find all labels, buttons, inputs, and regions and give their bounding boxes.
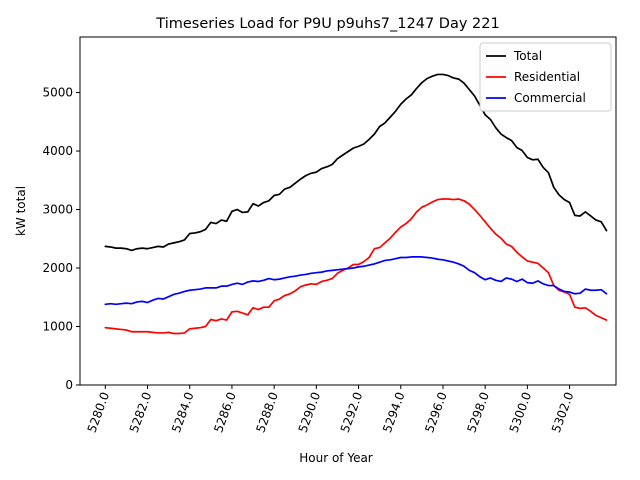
- x-tick-label: 5280.0: [85, 390, 113, 434]
- legend: Total Residential Commercial: [479, 42, 612, 112]
- y-axis-label: kW total: [14, 186, 28, 236]
- y-axis: 0 1000 2000 3000 4000 5000: [42, 86, 80, 392]
- x-tick-label: 5298.0: [464, 390, 492, 434]
- x-tick-label: 5284.0: [169, 390, 197, 434]
- plot-frame: [79, 36, 617, 386]
- legend-label-residential: Residential: [514, 70, 580, 84]
- legend-label-commercial: Commercial: [514, 91, 586, 105]
- x-tick-label: 5286.0: [211, 390, 239, 434]
- x-tick-label: 5294.0: [380, 390, 408, 434]
- legend-box: [479, 42, 612, 112]
- y-tick-label: 4000: [42, 144, 73, 158]
- x-tick-label: 5282.0: [127, 390, 155, 434]
- y-tick-label: 1000: [42, 320, 73, 334]
- series-line-residential: [104, 198, 608, 335]
- x-tick-label: 5300.0: [507, 390, 535, 434]
- x-tick-label: 5292.0: [338, 390, 366, 434]
- y-tick-label: 3000: [42, 203, 73, 217]
- chart-title: Timeseries Load for P9U p9uhs7_1247 Day …: [155, 16, 499, 32]
- series-line-commercial: [104, 256, 608, 306]
- x-tick-label: 5302.0: [549, 390, 577, 434]
- series-line-total: [104, 73, 608, 252]
- series-layer: [104, 73, 608, 335]
- y-tick-label: 5000: [42, 86, 73, 100]
- x-tick-label: 5296.0: [422, 390, 450, 434]
- y-tick-label: 0: [65, 378, 73, 392]
- x-tick-label: 5290.0: [296, 390, 324, 434]
- x-axis: 5280.0 5282.0 5284.0 5286.0 5288.0 5290.0 5292…: [85, 385, 577, 434]
- x-tick-label: 5288.0: [253, 390, 281, 434]
- x-axis-label: Hour of Year: [299, 451, 373, 465]
- legend-label-total: Total: [513, 49, 542, 63]
- y-tick-label: 2000: [42, 261, 73, 275]
